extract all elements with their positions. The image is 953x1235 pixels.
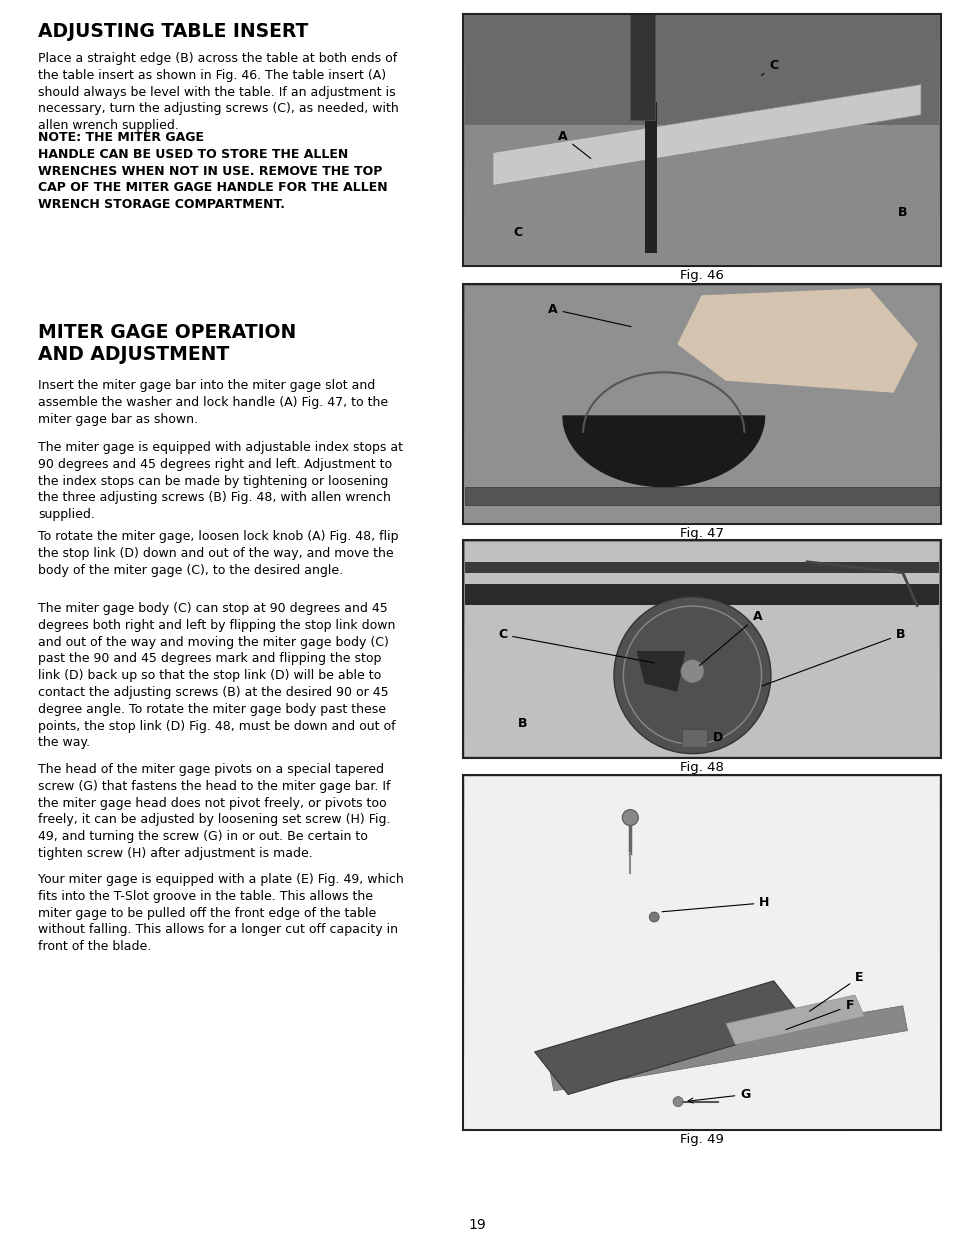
Text: The miter gage is equipped with adjustable index stops at
90 degrees and 45 degr: The miter gage is equipped with adjustab… [38,441,402,521]
Bar [464,542,938,756]
Bar [464,777,938,1128]
Text: Fig. 46: Fig. 46 [679,269,723,282]
Bar [630,14,655,120]
Polygon shape [493,84,920,185]
Text: B: B [760,629,904,685]
Text: B: B [898,205,907,219]
Text: E: E [808,971,862,1011]
Text: MITER GAGE OPERATION: MITER GAGE OPERATION [38,324,296,342]
Text: A: A [547,303,630,326]
Text: C: C [513,226,522,238]
Text: B: B [517,718,527,730]
Text: AND ADJUSTMENT: AND ADJUSTMENT [38,345,229,364]
Polygon shape [562,416,763,487]
Polygon shape [534,981,806,1094]
Text: F: F [785,999,853,1030]
Text: To rotate the miter gage, loosen lock knob (A) Fig. 48, flip
the stop link (D) d: To rotate the miter gage, loosen lock kn… [38,530,398,577]
Bar [462,284,940,524]
Text: The miter gage body (C) can stop at 90 degrees and 45
degrees both right and lef: The miter gage body (C) can stop at 90 d… [38,601,395,750]
Bar [464,562,938,573]
Polygon shape [549,1005,906,1091]
Text: Fig. 47: Fig. 47 [679,527,723,540]
Text: Place a straight edge (B) across the table at both ends of
the table insert as s: Place a straight edge (B) across the tab… [38,52,398,132]
Text: Fig. 49: Fig. 49 [679,1132,723,1146]
Bar [462,14,940,266]
Text: Insert the miter gage bar into the miter gage slot and
assemble the washer and l: Insert the miter gage bar into the miter… [38,379,388,426]
Polygon shape [725,995,863,1045]
Text: C: C [497,629,654,663]
Circle shape [673,1097,682,1107]
Text: NOTE: THE MITER GAGE
HANDLE CAN BE USED TO STORE THE ALLEN
WRENCHES WHEN NOT IN : NOTE: THE MITER GAGE HANDLE CAN BE USED … [38,131,387,211]
Text: Your miter gage is equipped with a plate (E) Fig. 49, which
fits into the T-Slot: Your miter gage is equipped with a plate… [38,873,403,953]
Bar [681,729,707,747]
Circle shape [621,810,638,826]
Circle shape [679,659,703,683]
Bar [462,540,940,758]
Text: A: A [558,130,590,158]
Polygon shape [637,652,684,690]
Text: G: G [687,1088,750,1103]
Bar [464,487,938,505]
Bar [644,103,656,253]
Text: 19: 19 [468,1218,485,1233]
Bar [464,287,938,522]
Text: Fig. 48: Fig. 48 [679,761,723,774]
Bar [462,776,940,1130]
Circle shape [614,597,770,753]
Text: The head of the miter gage pivots on a special tapered
screw (G) that fastens th: The head of the miter gage pivots on a s… [38,763,390,860]
Bar [464,126,938,264]
Text: C: C [760,59,778,75]
Bar [464,16,938,264]
Text: H: H [661,897,769,911]
Text: ADJUSTING TABLE INSERT: ADJUSTING TABLE INSERT [38,22,308,41]
Polygon shape [678,289,916,391]
Text: A: A [699,610,761,666]
Circle shape [649,911,659,923]
Bar [464,584,938,605]
Text: D: D [712,731,722,743]
